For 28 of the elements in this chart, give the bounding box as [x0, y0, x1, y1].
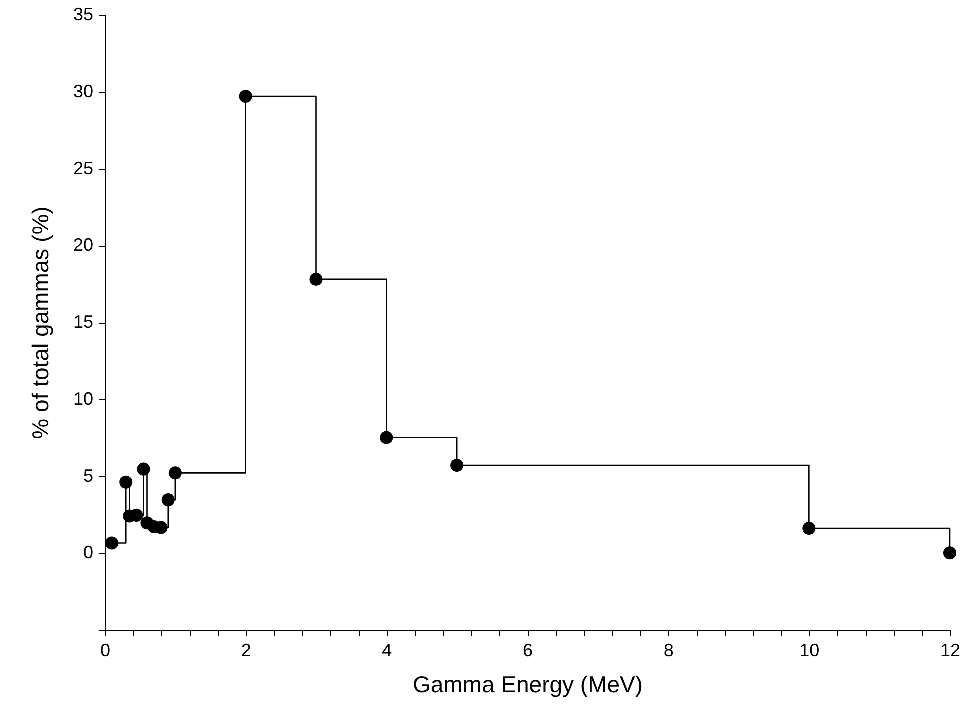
y-axis-title: % of total gammas (%)	[27, 206, 54, 440]
y-tick-label: 35	[73, 4, 94, 24]
y-tick-label: 5	[83, 466, 94, 486]
x-tick-label: 8	[664, 640, 674, 660]
point	[137, 462, 150, 476]
x-axis-title: Gamma Energy (MeV)	[412, 672, 644, 698]
point	[239, 90, 252, 103]
point	[120, 476, 133, 489]
x-tick-label: 12	[940, 640, 961, 660]
x-tick-label: 10	[800, 640, 820, 660]
point	[106, 536, 119, 550]
point	[802, 522, 816, 536]
point	[450, 458, 464, 472]
x-tick-label: 4	[382, 640, 392, 660]
x-tick-label: 2	[241, 640, 252, 660]
y-tick-label: 10	[73, 388, 94, 409]
x-tick-label: 0	[100, 640, 111, 660]
y-tick-label: 25	[73, 158, 94, 178]
y-tick-label: 0	[83, 542, 94, 563]
point	[168, 466, 182, 480]
y-tick-label: 20	[73, 235, 94, 256]
y-tick-label: 15	[73, 312, 94, 332]
point	[310, 272, 323, 286]
x-tick-label: 6	[522, 640, 534, 660]
point	[380, 431, 394, 444]
y-tick-label: 30	[73, 81, 94, 102]
point	[162, 494, 175, 507]
point	[943, 546, 957, 560]
